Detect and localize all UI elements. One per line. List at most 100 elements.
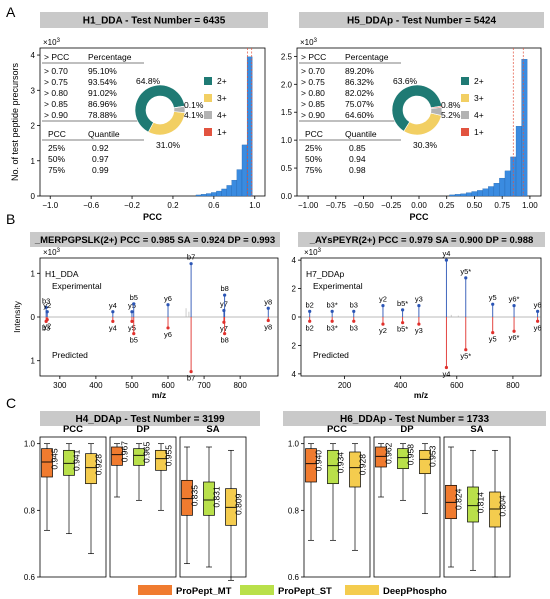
hist-h5-q-cell: 50% [305, 154, 322, 164]
hist-h5-q-cell: 0.94 [349, 154, 366, 164]
spec-h7-sample: H7_DDAp [306, 269, 345, 279]
hist-h5-xtick-label: −0.75 [326, 201, 347, 210]
hist-h5-q-cell: 75% [305, 165, 322, 175]
hist-h1-hist-bar [211, 192, 217, 197]
hist-h5-pct-cell: 89.20% [345, 66, 374, 76]
hist-h5-q-cell: 0.85 [349, 143, 366, 153]
spec-h7-exp-peak-marker [444, 258, 449, 262]
spec-h1-pred-peak-label: y4 [109, 323, 117, 332]
box-h4-median-label: 0.809 [234, 493, 244, 515]
spec-h1-strip [30, 232, 280, 247]
spec-h1-pred-peak-label: b3 [42, 323, 50, 332]
box-h6-box [375, 446, 387, 468]
spec-h1-exp-peak-label: y8 [264, 297, 272, 306]
hist-h5-donut-name: 2+ [474, 76, 484, 86]
box-h6-strip [283, 411, 546, 426]
hist-h5-xtick-label: −1.00 [298, 201, 319, 210]
hist-h1-xtick-label: 0.2 [167, 201, 179, 210]
hist-h1-q-header: Quantile [88, 129, 120, 139]
hist-h5-donut-label: 63.6% [393, 76, 418, 86]
hist-h5-donut-label: 30.3% [413, 140, 438, 150]
spec-h7-bottom-label: Predicted [313, 350, 349, 360]
hist-h5-donut-swatch [461, 94, 469, 102]
hist-h5-xtick-label: −0.25 [381, 201, 402, 210]
spec-h1-xlabel: m/z [152, 390, 166, 400]
hist-h1-pct-cell: 86.96% [88, 99, 117, 109]
spec-h7-ytick-label: 0 [292, 313, 297, 322]
hist-h1-ytick-label: 3 [31, 86, 36, 95]
hist-h1-donut-label: 0.1% [184, 100, 204, 110]
spec-h7-exp-peak-label: y5* [460, 267, 471, 276]
box-h4-ytick-label: 0.6 [24, 573, 36, 582]
spec-h1-pred-peak-marker [111, 319, 115, 323]
spec-h7-xtick-label: 800 [506, 381, 520, 390]
hist-h1-xlabel: PCC [143, 212, 163, 222]
spec-h7-exp-peak-marker [491, 302, 495, 306]
hist-h1-pct-cell: 95.10% [88, 66, 117, 76]
spec-h1-exp-peak-label: b5 [130, 293, 138, 302]
spec-h1-xtick-label: 500 [125, 381, 139, 390]
hist-h5-donut-label: 5.2% [441, 110, 461, 120]
spec-h1-pred-peak-marker [132, 332, 136, 336]
hist-h1-pct-cell: 78.88% [88, 110, 117, 120]
spec-h1-exp-peak-label: b7 [187, 253, 195, 262]
hist-h5-ytick-label: 1.0 [281, 136, 293, 145]
spec-h7-pred-peak-marker [352, 319, 356, 323]
box-h4-facet-title: SA [206, 424, 219, 435]
hist-h1-pct-header: > PCC [44, 52, 69, 62]
hist-h1-donut-swatch [204, 94, 212, 102]
legend-label: ProPept_ST [278, 586, 332, 597]
spec-h7-exp-peak-label: y3 [415, 295, 423, 304]
hist-h1-pct-cell: > 0.80 [44, 88, 68, 98]
hist-h1-hist-bar [231, 179, 238, 197]
spec-h1-ytick-label: 1 [31, 269, 36, 278]
hist-h5-donut-slice [430, 105, 443, 109]
legend-label: ProPept_MT [176, 586, 232, 597]
spec-h7-exp-peak-marker [417, 304, 421, 308]
hist-h5-pct-cell: 82.02% [345, 88, 374, 98]
hist-h5-donut-slice [403, 112, 442, 136]
panel-label-a: A [6, 4, 16, 20]
box-h4-facet-frame [39, 436, 107, 578]
spec-h7-pred-peak-marker [308, 319, 312, 323]
box-h6-ytick-label: 0.6 [288, 573, 300, 582]
spec-h7-pred-peak-marker [536, 319, 540, 323]
spec-h1-exp-peak-label: y4 [109, 301, 117, 310]
spec-h7-exp-peak-label: y6 [534, 300, 542, 309]
spec-h7-pred-peak-marker [464, 348, 468, 352]
hist-h5-q-header: PCC [305, 129, 323, 139]
spec-h1-pred-peak-label: y7 [220, 324, 228, 333]
hist-h1-donut-slice [173, 105, 186, 109]
spec-h1-exp-peak-label: y2 [43, 301, 51, 310]
box-h6-median-label: 0.804 [498, 495, 508, 517]
hist-h1-donut-name: 3+ [217, 93, 227, 103]
hist-h1-donut-swatch [204, 77, 212, 85]
hist-h1-xtick-label: −0.2 [124, 201, 140, 210]
box-h6-facet-title: SA [470, 424, 483, 435]
spec-h7-pred-peak-marker [512, 329, 516, 333]
spec-h7-exp-peak-marker [536, 309, 540, 313]
spec-h7-pred-peak-label: y4 [442, 369, 450, 378]
hist-h5-hist-bar [477, 190, 483, 197]
spec-h7-pred-peak-label: y2 [379, 326, 387, 335]
hist-h5-hist-bar [493, 183, 500, 197]
hist-h5-ytick-label: 2.0 [281, 80, 293, 89]
box-h6-median-label: 0.928 [358, 454, 368, 476]
hist-h1-q-cell: 0.99 [92, 165, 109, 175]
hist-h5-ytick-label: 2.5 [281, 52, 293, 61]
hist-h5-pct-cell: > 0.70 [301, 66, 325, 76]
hist-h5-xtick-label: 1.00 [522, 201, 538, 210]
hist-h1-hist-bar [246, 56, 253, 197]
spec-h7-pred-peak-marker [401, 321, 405, 325]
hist-h1-pct-cell: 91.02% [88, 88, 117, 98]
spec-h7-ytick-label: 2 [292, 341, 297, 350]
spec-h7-exp-peak-marker [512, 304, 516, 308]
hist-h5-hist-bar [504, 170, 511, 197]
hist-h1-pct-cell: > 0.75 [44, 77, 68, 87]
legend-swatch [240, 585, 274, 595]
box-h6-median-label: 0.953 [428, 445, 438, 467]
hist-h5-ytick-label: 1.5 [281, 108, 293, 117]
hist-h5-hist-bar [449, 194, 456, 197]
hist-h1-hist-bar [216, 190, 222, 197]
spec-h7-pred-peak-label: b5* [397, 325, 408, 334]
